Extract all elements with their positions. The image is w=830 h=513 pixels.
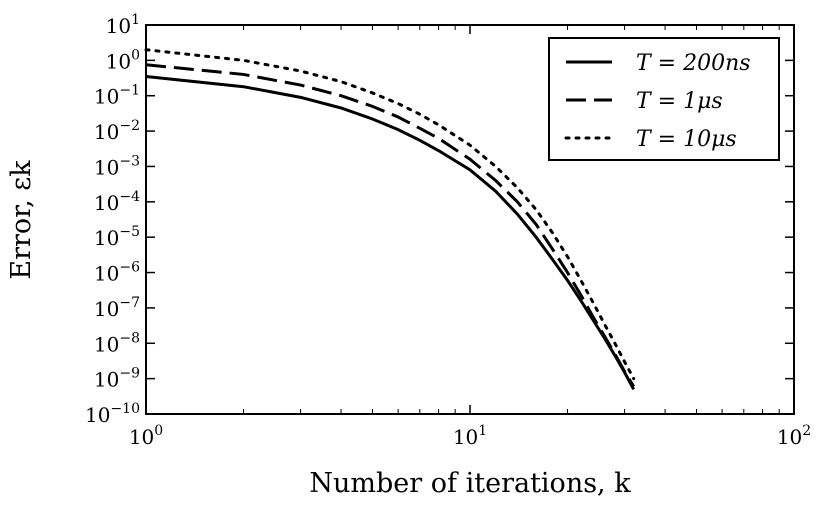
plot-frame (145, 24, 795, 415)
y-tick-label: 10−1 (94, 83, 140, 109)
x-tick-label: 102 (777, 423, 811, 449)
y-tick-label: 10−3 (94, 153, 140, 179)
y-tick-label: 10−2 (94, 118, 140, 144)
series-line-3 (144, 48, 636, 381)
y-tick-label: 10−6 (94, 260, 140, 286)
series-lines (144, 48, 636, 390)
legend-label-2: T = 1μs (636, 89, 723, 114)
y-tick-label: 10−8 (94, 330, 140, 356)
legend-label-1: T = 200ns (636, 51, 751, 76)
y-tick-label: 10−4 (94, 189, 140, 215)
legend-label-3: T = 10μs (636, 127, 737, 152)
x-tick-label: 101 (453, 423, 487, 449)
legend: T = 200ns T = 1μs T = 10μs (548, 37, 780, 161)
x-tick-label: 100 (129, 423, 163, 449)
y-tick-label: 10−5 (94, 224, 140, 250)
legend-entries: T = 200ns T = 1μs T = 10μs (564, 51, 751, 152)
legend-box (548, 37, 780, 161)
x-axis-label: Number of iterations, k (309, 468, 631, 499)
y-tick-label: 10−10 (85, 401, 140, 427)
series-line-2 (145, 63, 635, 388)
y-tick-label: 101 (106, 12, 140, 38)
ticks-layer: 100 101 102 101 100 10−1 10−2 10−3 10−4 10−5 10−6 1… (85, 12, 811, 449)
y-tick-label: 10−9 (94, 366, 140, 392)
y-tick-label: 100 (106, 47, 140, 73)
y-axis-label: Error, εk (6, 160, 37, 280)
y-tick-label: 10−7 (94, 295, 140, 321)
